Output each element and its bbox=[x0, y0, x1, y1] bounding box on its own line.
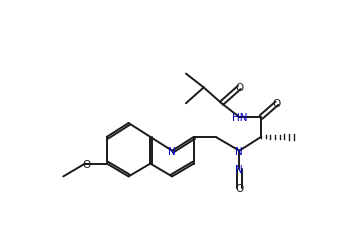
Text: O: O bbox=[235, 184, 243, 194]
Text: O: O bbox=[82, 159, 90, 169]
Text: N: N bbox=[168, 146, 176, 156]
Text: N: N bbox=[236, 164, 243, 174]
Text: O: O bbox=[235, 83, 243, 93]
Text: O: O bbox=[273, 99, 281, 109]
Text: HN: HN bbox=[232, 113, 247, 122]
Text: N: N bbox=[236, 146, 243, 156]
